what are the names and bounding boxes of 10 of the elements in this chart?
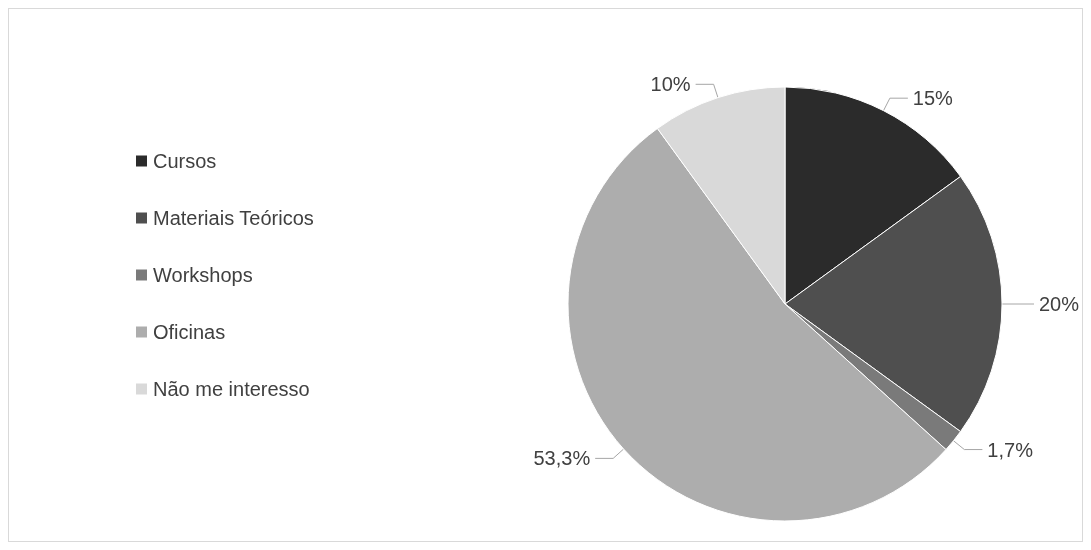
data-label: 1,7%: [987, 438, 1034, 461]
legend-label: Materiais Teóricos: [153, 207, 314, 229]
data-label: 20%: [1039, 293, 1080, 315]
data-label: 10%: [650, 73, 691, 96]
legend-label: Cursos: [153, 150, 217, 172]
data-label: 15%: [912, 87, 954, 110]
legend-label: Oficinas: [153, 321, 226, 343]
legend-label: Workshops: [153, 264, 253, 286]
data-label: 53,3%: [533, 447, 591, 470]
legend-label: Não me interesso: [153, 378, 310, 400]
